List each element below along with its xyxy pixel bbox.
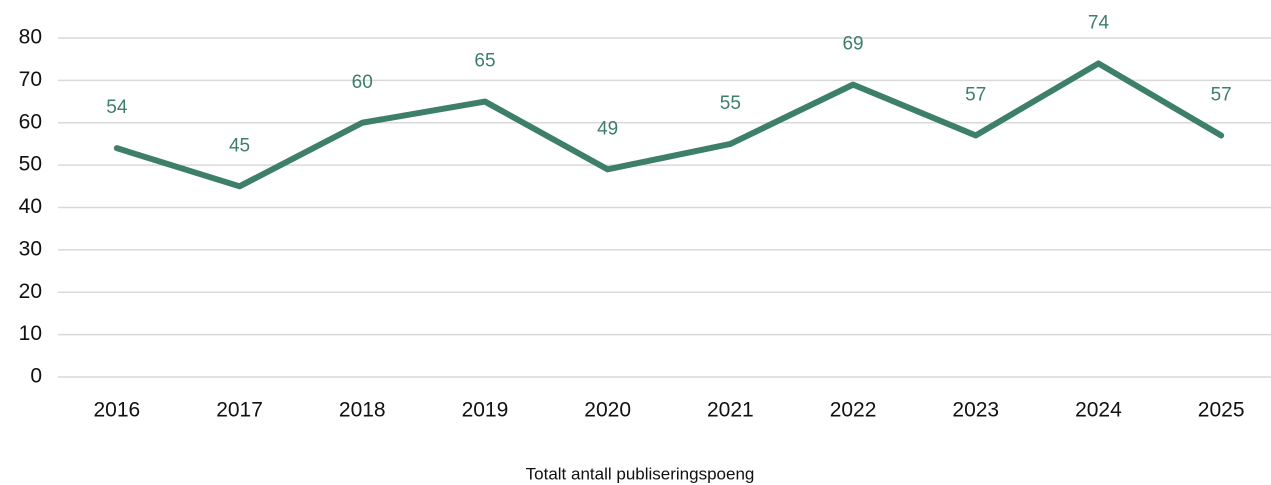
x-tick-label: 2019 bbox=[462, 399, 509, 422]
x-tick-label: 2020 bbox=[584, 399, 631, 422]
x-tick-label: 2017 bbox=[216, 399, 263, 422]
x-tick-label: 2021 bbox=[707, 399, 754, 422]
y-tick-label: 0 bbox=[30, 365, 42, 388]
y-tick-label: 50 bbox=[19, 153, 42, 176]
y-tick-label: 70 bbox=[19, 68, 42, 91]
x-tick-label: 2018 bbox=[339, 399, 386, 422]
data-label: 55 bbox=[720, 93, 741, 114]
data-label: 49 bbox=[597, 118, 618, 139]
y-tick-label: 60 bbox=[19, 110, 42, 133]
data-label: 54 bbox=[106, 97, 128, 118]
y-tick-label: 80 bbox=[19, 26, 42, 49]
data-label: 57 bbox=[1211, 84, 1232, 105]
y-tick-label: 20 bbox=[19, 280, 42, 303]
data-label: 45 bbox=[229, 135, 250, 156]
data-label: 74 bbox=[1088, 12, 1110, 33]
x-tick-label: 2022 bbox=[830, 399, 877, 422]
x-tick-label: 2025 bbox=[1198, 399, 1245, 422]
x-tick-label: 2016 bbox=[93, 399, 140, 422]
legend-label: Totalt antall publiseringspoeng bbox=[526, 464, 755, 483]
y-tick-label: 40 bbox=[19, 195, 42, 218]
x-tick-label: 2023 bbox=[952, 399, 999, 422]
line bbox=[113, 60, 1225, 190]
y-tick-label: 10 bbox=[19, 322, 42, 345]
data-label: 57 bbox=[965, 84, 986, 105]
y-tick-label: 30 bbox=[19, 237, 42, 260]
data-label: 60 bbox=[352, 72, 373, 93]
data-label: 69 bbox=[842, 34, 863, 55]
data-label: 65 bbox=[474, 51, 495, 72]
x-tick-label: 2024 bbox=[1075, 399, 1122, 422]
